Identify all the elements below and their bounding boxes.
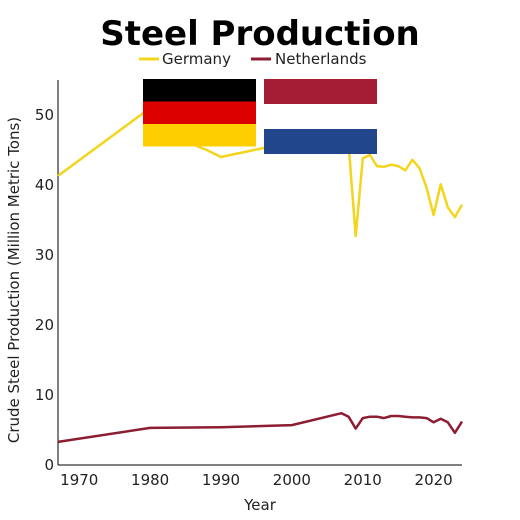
x-tick-label: 2000 xyxy=(273,471,311,489)
x-axis-label: Year xyxy=(243,496,277,514)
y-tick-label: 10 xyxy=(35,386,54,404)
y-axis-label: Crude Steel Production (Million Metric T… xyxy=(5,117,23,443)
x-tick-label: 2010 xyxy=(344,471,382,489)
x-tick-label: 2020 xyxy=(415,471,453,489)
y-tick-label: 0 xyxy=(44,456,54,474)
germany-flag xyxy=(143,79,256,147)
x-tick-label: 1970 xyxy=(60,471,98,489)
y-tick-label: 50 xyxy=(35,106,54,124)
y-ticks: 0 10 20 30 40 50 xyxy=(35,106,54,474)
y-tick-label: 20 xyxy=(35,316,54,334)
series-line-netherlands xyxy=(57,411,464,444)
netherlands-flag xyxy=(264,79,377,154)
x-tick-label: 1990 xyxy=(202,471,240,489)
legend: Germany Netherlands xyxy=(139,50,367,68)
legend-germany-label: Germany xyxy=(162,50,231,68)
x-tick-label: 1980 xyxy=(131,471,169,489)
series-line-germany xyxy=(57,106,464,238)
y-tick-label: 30 xyxy=(35,246,54,264)
legend-netherlands-label: Netherlands xyxy=(275,50,367,68)
y-tick-label: 40 xyxy=(35,176,54,194)
x-ticks: 1970 1980 1990 2000 2010 2020 xyxy=(60,471,453,489)
chart-title: Steel Production xyxy=(100,14,420,54)
